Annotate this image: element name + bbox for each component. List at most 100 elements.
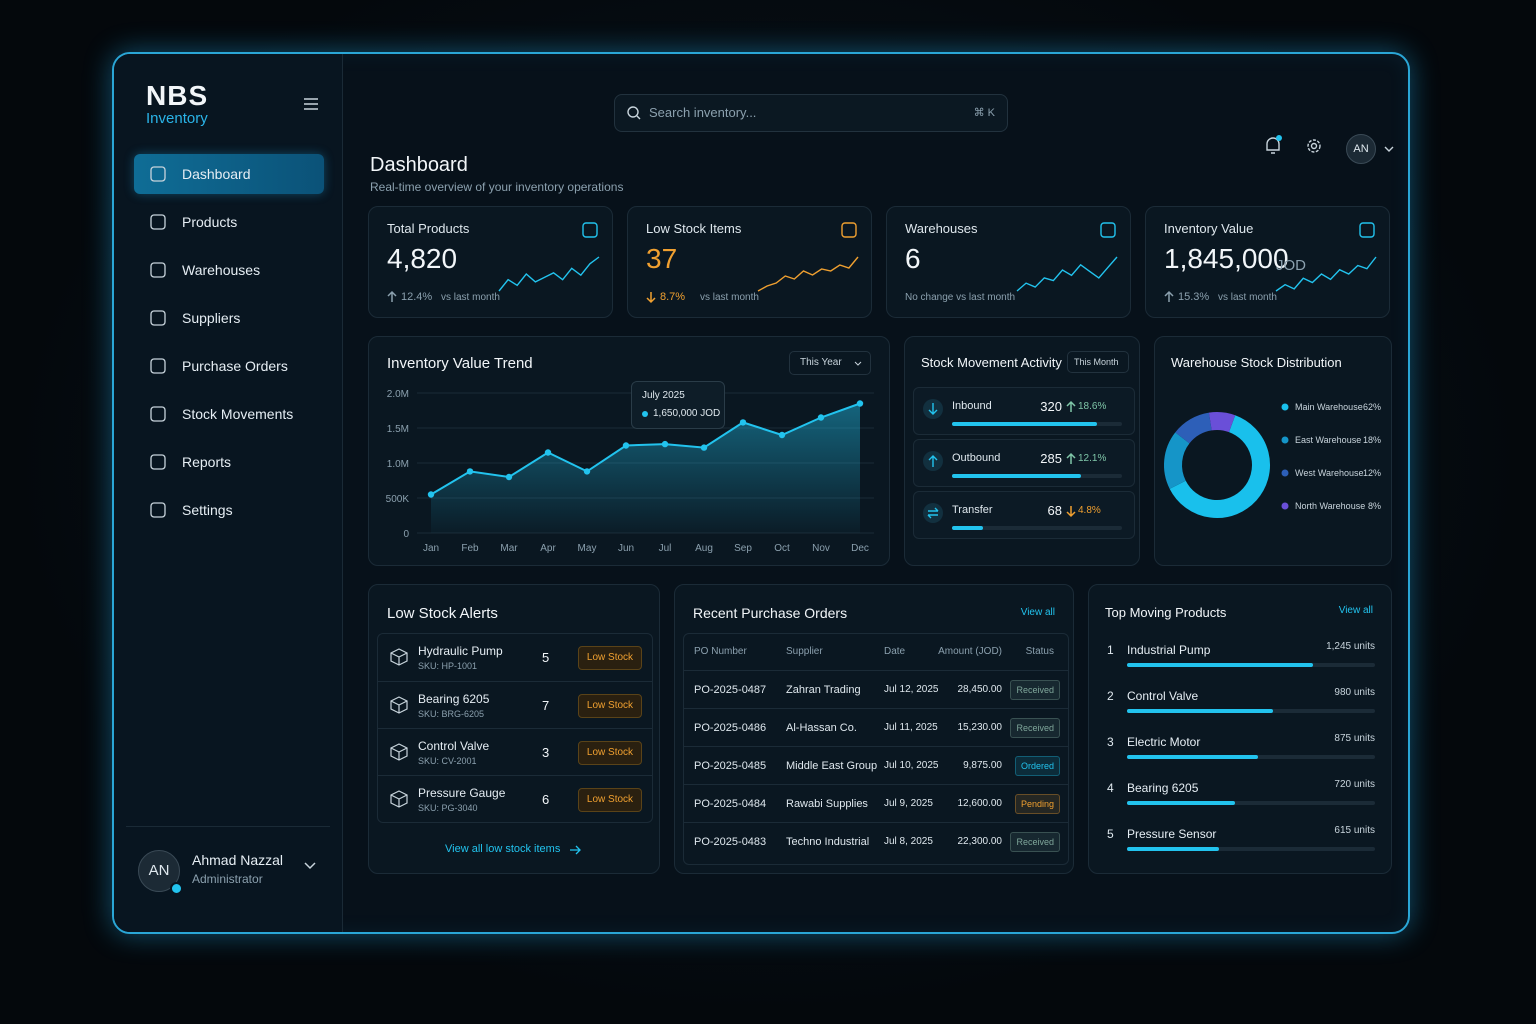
- nav-label: Reports: [182, 454, 232, 470]
- nav-item[interactable]: Warehouses: [134, 250, 324, 290]
- nav-icon: [150, 262, 166, 278]
- supplier: Techno Industrial: [786, 836, 870, 848]
- nav-icon: [150, 214, 166, 230]
- nav-icon: [150, 310, 166, 326]
- kpi-sparkline: [1275, 256, 1377, 292]
- po-number: PO-2025-0484: [694, 798, 767, 810]
- page-title: Dashboard: [370, 154, 468, 176]
- rank: 4: [1107, 781, 1114, 795]
- product-qty: 5: [542, 650, 550, 665]
- period-filter[interactable]: This Year: [789, 351, 871, 375]
- period-filter[interactable]: This Month: [1067, 351, 1129, 373]
- product-sku: SKU: BRG-6205: [418, 709, 485, 719]
- date: Jul 8, 2025: [884, 836, 933, 847]
- product-qty: 3: [542, 745, 550, 760]
- nav-item[interactable]: Products: [134, 202, 324, 242]
- top-avatar[interactable]: AN: [1346, 134, 1376, 164]
- view-all-link[interactable]: View all: [1338, 605, 1373, 616]
- cube: [390, 696, 408, 714]
- product-qty: 6: [542, 792, 550, 807]
- donut-segment: [1175, 412, 1213, 444]
- brand: NBS: [146, 80, 209, 111]
- nav-icon-shape: [150, 214, 166, 230]
- search-box[interactable]: Search inventory... ⌘ K: [614, 94, 1008, 132]
- po-row: PO-2025-0487 Zahran Trading Jul 12, 2025 28…: [684, 670, 1068, 709]
- po-number: PO-2025-0485: [694, 760, 767, 772]
- change-arrow: [1066, 452, 1076, 464]
- nav-item[interactable]: Reports: [134, 442, 324, 482]
- x-tick-label: Nov: [812, 543, 830, 554]
- nav-icon-shape: [150, 262, 166, 278]
- change-arrow: [1066, 400, 1076, 412]
- kpi-value: 1,845,000: [1164, 243, 1289, 274]
- low-stock-row: Control Valve SKU: CV-2001 3 Low Stock: [378, 728, 652, 775]
- movement-value: 320: [1040, 399, 1062, 414]
- product-name: Bearing 6205: [1127, 781, 1199, 795]
- legend-label: West Warehouse: [1295, 468, 1364, 478]
- nav-item[interactable]: Purchase Orders: [134, 346, 324, 386]
- nav-icon-shape: [150, 502, 166, 518]
- movement-bar: [952, 422, 1097, 426]
- supplier: Al-Hassan Co.: [786, 722, 857, 734]
- product-sku: SKU: CV-2001: [418, 756, 477, 766]
- view-all-link[interactable]: View all: [1020, 607, 1055, 618]
- notifications-button: [1266, 135, 1282, 154]
- user-menu-chevron: [304, 862, 316, 870]
- product-sku: SKU: HP-1001: [418, 661, 478, 671]
- movement-row: Outbound 285 12.1%: [913, 439, 1135, 487]
- kpi-sparkline: [1016, 256, 1118, 292]
- x-tick-label: Jul: [659, 543, 672, 554]
- units: 875 units: [1334, 733, 1375, 744]
- kpi-card: Warehouses 6 No change vs last month: [886, 206, 1131, 318]
- nav-item[interactable]: Settings: [134, 490, 324, 530]
- units: 615 units: [1334, 825, 1375, 836]
- amount: 22,300.00: [957, 836, 1003, 847]
- kpi-card: Total Products 4,820 12.4% vs last month: [368, 206, 613, 318]
- kpi-card: Low Stock Items 37 8.7% vs last month: [627, 206, 872, 318]
- low-stock-row: Pressure Gauge SKU: PG-3040 6 Low Stock: [378, 775, 652, 822]
- point: [466, 468, 474, 475]
- kpi-value: 4,820: [387, 243, 458, 274]
- po-table: PO Number Supplier Date Amount (JOD) Status P…: [683, 633, 1069, 865]
- donut-segment: [1169, 415, 1270, 518]
- x-tick-label: Oct: [774, 543, 790, 554]
- nav-icon-shape: [150, 406, 166, 422]
- product-name: Pressure Gauge: [418, 786, 506, 800]
- y-tick-label: 1.0M: [387, 459, 409, 470]
- arrow-shape: [1066, 506, 1076, 518]
- movement-icon: [923, 399, 943, 419]
- movement-change: 18.6%: [1078, 401, 1107, 412]
- kpi-icon: [1100, 222, 1116, 238]
- user-role: Administrator: [192, 872, 263, 886]
- point: [661, 440, 669, 448]
- legend-swatch: [1281, 469, 1289, 477]
- low-stock-card: Low Stock Alerts Hydraulic Pump SKU: HP-10…: [368, 584, 660, 874]
- column-header: Date: [884, 646, 906, 657]
- product-sku: SKU: PG-3040: [418, 803, 478, 813]
- units: 980 units: [1334, 687, 1375, 698]
- card-title: Warehouse Stock Distribution: [1171, 355, 1342, 370]
- bar-track: [1127, 801, 1375, 805]
- chevron: [304, 862, 316, 870]
- x-tick-label: Feb: [461, 543, 479, 554]
- point: [856, 400, 864, 407]
- nav-item[interactable]: Suppliers: [134, 298, 324, 338]
- link-arrow: [570, 845, 581, 855]
- nav-item[interactable]: Dashboard: [134, 154, 324, 194]
- nav-icon: [150, 502, 166, 518]
- nav-item[interactable]: Stock Movements: [134, 394, 324, 434]
- donut-segment: [1164, 432, 1190, 489]
- view-all-low-stock[interactable]: View all low stock items: [445, 843, 561, 855]
- card-title: Low Stock Alerts: [387, 605, 498, 622]
- legend-value: 62%: [1363, 402, 1381, 412]
- settings-button: [1307, 139, 1321, 153]
- change-arrow: [1066, 506, 1076, 518]
- trend-card: Inventory Value Trend This Year 0 500K 1.0M 1…: [368, 336, 890, 566]
- top-products-card: Top Moving Products View all 1 Industrial P…: [1088, 584, 1392, 874]
- icon-arrow: [927, 507, 939, 519]
- po-number: PO-2025-0487: [694, 684, 767, 696]
- search-icon-shape: [627, 106, 639, 118]
- sparkline: [498, 256, 600, 292]
- gear-shape: [1310, 142, 1318, 150]
- movement-bar: [952, 474, 1081, 478]
